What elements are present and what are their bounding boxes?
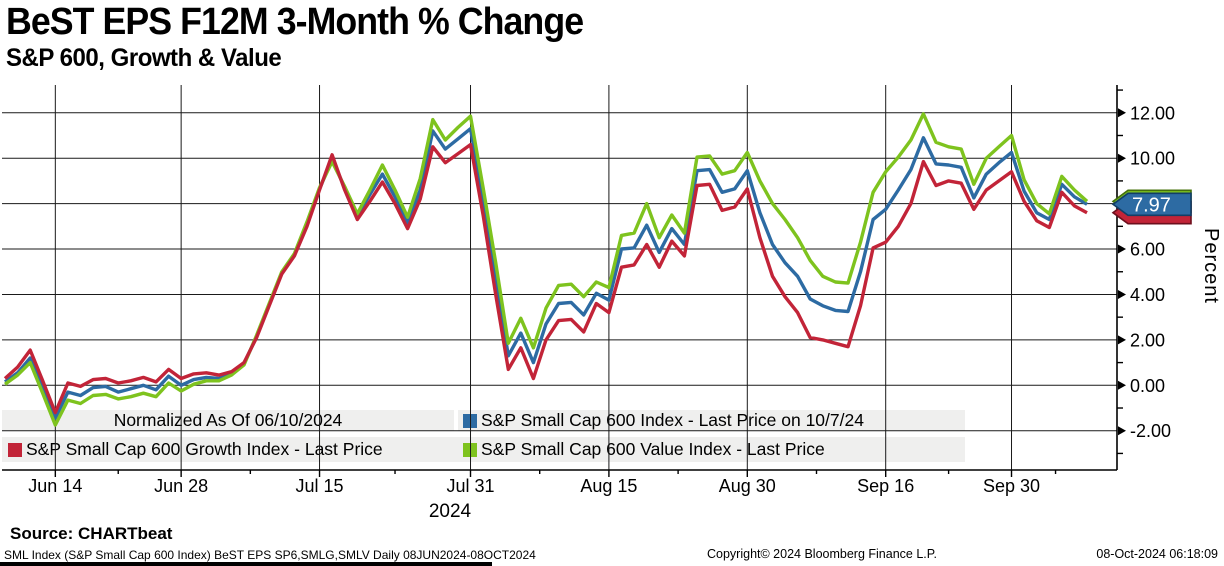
legend-normalized-note: Normalized As Of 06/10/2024 [2,410,454,431]
x-tick-label: Sep 30 [983,476,1040,496]
legend-item-sp600-index[interactable]: S&P Small Cap 600 Index - Last Price on … [458,410,965,431]
legend-swatch-blue [463,413,477,428]
x-tick-label: Sep 16 [857,476,914,496]
y-tick-label: 4.00 [1130,285,1165,305]
series-line-index [4,126,1088,420]
legend-label-sp600-index: S&P Small Cap 600 Index - Last Price on … [481,410,864,430]
source-note: Source: CHARTbeat [10,524,173,543]
x-tick-label: Aug 30 [719,476,776,496]
legend-label-growth-index: S&P Small Cap 600 Growth Index - Last Pr… [26,439,383,459]
y-tick-label: 2.00 [1130,330,1165,350]
y-tick-label: 0.00 [1130,376,1165,396]
legend-swatch-green [463,442,477,457]
x-tick-label: Jul 15 [296,476,344,496]
y-tick-label: 6.00 [1130,240,1165,260]
series-line-value [4,112,1089,427]
chart-subtitle: S&P 600, Growth & Value [6,44,282,72]
legend-item-value-index[interactable]: S&P Small Cap 600 Value Index - Last Pri… [458,437,965,462]
x-tick-label: Aug 15 [580,476,637,496]
ticker-meta-note: SML Index (S&P Small Cap 600 Index) BeST… [4,548,536,562]
y-axis-ticks [1117,89,1126,455]
y-axis-title: Percent [1200,228,1222,304]
price-badge-value-index [1111,189,1192,214]
x-tick-label: Jun 14 [28,476,82,496]
x-tick-label: Jun 28 [154,476,208,496]
window-edge-bar [0,562,492,566]
price-badge-value: 7.97 [1132,194,1171,216]
x-axis-labels: Jun 14 Jun 28 Jul 15 Jul 31 Aug 15 Aug 30 Sep … [28,476,1040,522]
y-tick-label: 12.00 [1130,103,1175,123]
timestamp-note: 08-Oct-2024 06:18:09 [1096,547,1218,561]
legend-item-growth-index[interactable]: S&P Small Cap 600 Growth Index - Last Pr… [2,437,460,462]
y-tick-label: 10.00 [1130,149,1175,169]
title-block: BeST EPS F12M 3-Month % Change S&P 600, … [6,0,620,72]
series-line-growth [3,142,1088,415]
y-axis-labels: 12.00 10.00 8.00 6.00 4.00 2.00 0.00 -2.00 [1130,103,1175,441]
legend-swatch-red [8,442,22,457]
price-badges: 7.97 [1111,189,1192,225]
x-axis-ticks [54,470,1057,477]
x-axis-year-label: 2024 [429,501,472,522]
chart-title: BeST EPS F12M 3-Month % Change [6,1,584,43]
y-tick-label: 8.00 [1130,194,1165,214]
price-badge-growth-index [1111,200,1192,225]
price-badge-sp600-index [1111,192,1192,217]
series-lines [3,112,1089,427]
normalized-note-text: Normalized As Of 06/10/2024 [113,410,343,430]
copyright-note: Copyright© 2024 Bloomberg Finance L.P. [707,547,937,561]
x-tick-label: Jul 31 [446,476,494,496]
legend-label-value-index: S&P Small Cap 600 Value Index - Last Pri… [481,439,825,459]
y-tick-label: -2.00 [1130,421,1171,441]
